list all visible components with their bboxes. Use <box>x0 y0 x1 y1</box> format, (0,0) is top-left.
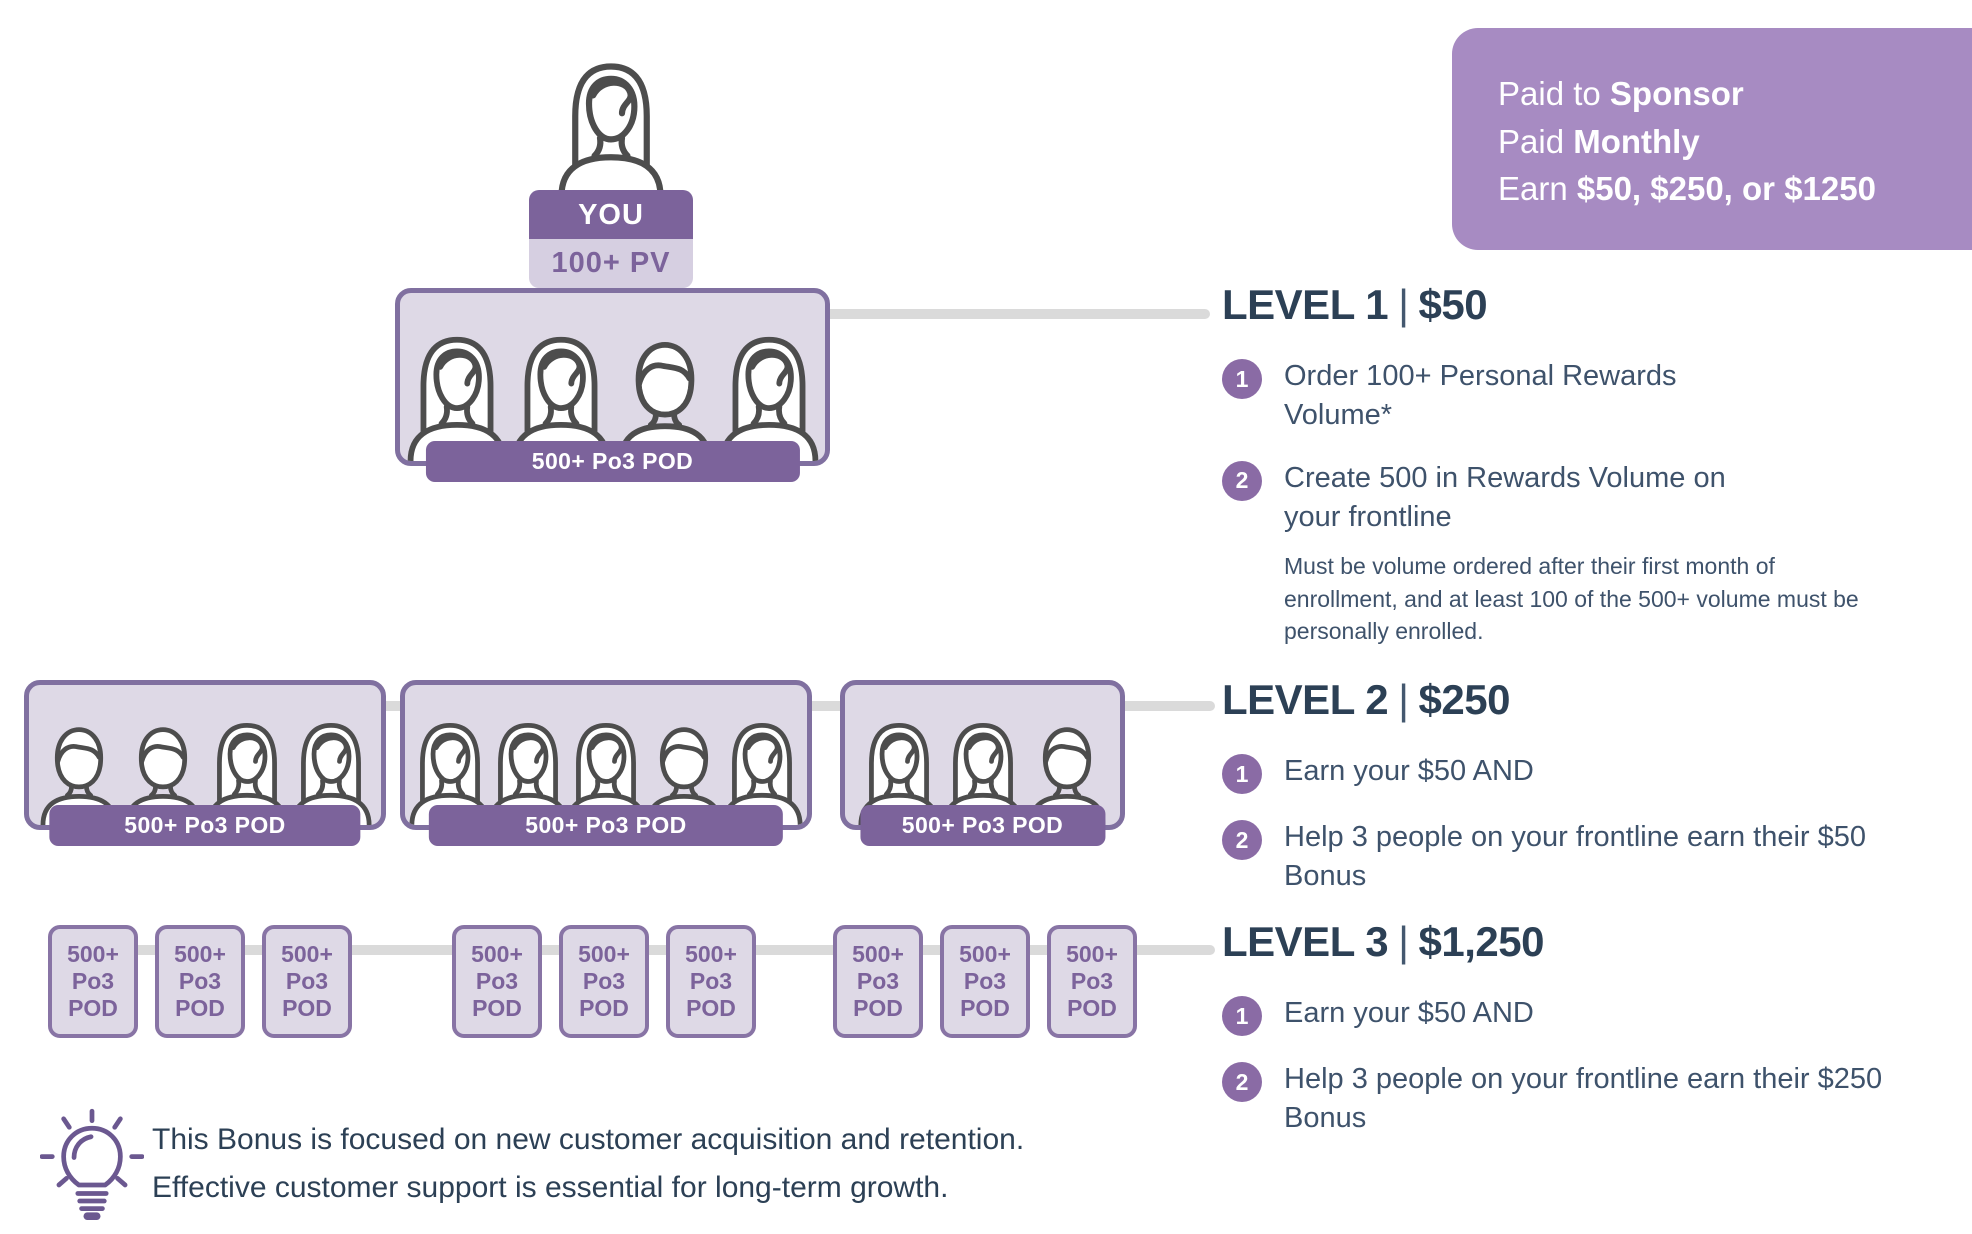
pod-card-label: 500+ Po3 POD <box>1066 940 1118 1022</box>
level-1-pod: 500+ Po3 POD <box>395 288 830 482</box>
pod-card: 500+ Po3 POD <box>48 925 138 1038</box>
level-amount: $50 <box>1418 281 1488 328</box>
you-volume-label: 100+ PV <box>529 239 693 288</box>
step-number-badge: 1 <box>1222 754 1262 794</box>
pod-card-label: 500+ Po3 POD <box>174 940 226 1022</box>
level-3-group-2: 500+ Po3 POD 500+ Po3 POD 500+ Po3 POD <box>452 925 756 1038</box>
banner-text-bold: $50, $250, or $1250 <box>1576 170 1876 208</box>
heading-separator: | <box>1398 281 1409 328</box>
level-2-heading: LEVEL 2 | $250 <box>1222 676 1962 724</box>
level-3-section: LEVEL 3 | $1,250 1 Earn your $50 AND 2 Hel… <box>1222 918 1962 1162</box>
banner-text: Paid to <box>1498 75 1610 112</box>
pod-label: 500+ Po3 POD <box>859 805 1106 846</box>
step-text: Help 3 people on your frontline earn the… <box>1284 821 1866 892</box>
pod-label: 500+ Po3 POD <box>49 805 361 846</box>
you-figure: YOU 100+ PV <box>498 58 724 288</box>
step-text: Earn your $50 AND <box>1284 755 1534 787</box>
pod-card: 500+ Po3 POD <box>833 925 923 1038</box>
banner-line-earn: Earn $50, $250, or $1250 <box>1498 165 1972 213</box>
level-3-step-2: 2 Help 3 people on your frontline earn t… <box>1222 1060 1962 1138</box>
level-1-step-2: 2 Create 500 in Rewards Volume on your f… <box>1222 459 1962 647</box>
level-1-step-1: 1 Order 100+ Personal Rewards Volume* <box>1222 357 1962 435</box>
step-text: Earn your $50 AND <box>1284 997 1534 1029</box>
banner-text: Paid <box>1498 122 1574 160</box>
level-1-pod-people <box>395 288 830 466</box>
pod-card: 500+ Po3 POD <box>559 925 649 1038</box>
pod-card: 500+ Po3 POD <box>1047 925 1137 1038</box>
level-3-heading: LEVEL 3 | $1,250 <box>1222 918 1962 966</box>
pod-card: 500+ Po3 POD <box>262 925 352 1038</box>
level-1-section: LEVEL 1 | $50 1 Order 100+ Personal Reward… <box>1222 281 1962 671</box>
level-name: LEVEL 2 <box>1222 676 1389 723</box>
pod-card-label: 500+ Po3 POD <box>471 940 523 1022</box>
footnote-line-1: This Bonus is focused on new customer ac… <box>152 1123 1025 1156</box>
heading-separator: | <box>1398 918 1409 965</box>
level-1-heading: LEVEL 1 | $50 <box>1222 281 1962 329</box>
level-amount: $1,250 <box>1418 918 1545 965</box>
step-number-badge: 2 <box>1222 460 1262 501</box>
footnote-text: This Bonus is focused on new customer ac… <box>152 1116 1352 1212</box>
level-2-pod-1: 500+ Po3 POD <box>24 680 386 846</box>
pod-card: 500+ Po3 POD <box>155 925 245 1038</box>
step-number-badge: 2 <box>1222 820 1262 860</box>
heading-separator: | <box>1398 676 1409 723</box>
pod-card-label: 500+ Po3 POD <box>67 940 119 1022</box>
pod-card: 500+ Po3 POD <box>940 925 1030 1038</box>
level-1-connector-line <box>822 309 1210 319</box>
pod-card-label: 500+ Po3 POD <box>578 940 630 1022</box>
footnote-line-2: Effective customer support is essential … <box>152 1171 949 1204</box>
banner-line-paid-monthly: Paid Monthly <box>1498 118 1972 166</box>
level-name: LEVEL 1 <box>1222 281 1389 328</box>
pod-label: 500+ Po3 POD <box>425 441 800 482</box>
level-2-pod-2: 500+ Po3 POD <box>400 680 812 846</box>
level-3-connector-line <box>90 945 1215 955</box>
payout-banner: Paid to Sponsor Paid Monthly Earn $50, $… <box>1452 28 1972 250</box>
step-number-badge: 2 <box>1222 1062 1262 1102</box>
level-name: LEVEL 3 <box>1222 918 1389 965</box>
step-number-badge: 1 <box>1222 996 1262 1036</box>
level-amount: $250 <box>1418 676 1511 723</box>
step-text: Help 3 people on your frontline earn the… <box>1284 1063 1883 1134</box>
level-2-step-2: 2 Help 3 people on your frontline earn t… <box>1222 818 1962 896</box>
banner-text: Earn <box>1498 170 1577 208</box>
level-3-group-1: 500+ Po3 POD 500+ Po3 POD 500+ Po3 POD <box>48 925 352 1038</box>
step-text: Create 500 in Rewards Volume on your fro… <box>1284 461 1726 533</box>
pod-card-label: 500+ Po3 POD <box>281 940 333 1022</box>
pod-card: 500+ Po3 POD <box>452 925 542 1038</box>
step-text: Order 100+ Personal Rewards Volume* <box>1284 360 1677 431</box>
level-2-section: LEVEL 2 | $250 1 Earn your $50 AND 2 Help … <box>1222 676 1962 920</box>
banner-text-bold: Sponsor <box>1609 75 1744 112</box>
pod-label: 500+ Po3 POD <box>428 805 784 846</box>
lightbulb-icon <box>40 1108 144 1220</box>
pod-card-label: 500+ Po3 POD <box>852 940 904 1022</box>
level-3-step-1: 1 Earn your $50 AND <box>1222 994 1962 1036</box>
step-number-badge: 1 <box>1222 359 1262 399</box>
step-note: Must be volume ordered after their first… <box>1284 553 1859 644</box>
pod-card-label: 500+ Po3 POD <box>685 940 737 1022</box>
you-label: YOU <box>529 190 693 239</box>
woman-icon <box>545 58 677 196</box>
level-3-group-3: 500+ Po3 POD 500+ Po3 POD 500+ Po3 POD <box>833 925 1137 1038</box>
banner-line-paid-to: Paid to Sponsor <box>1498 70 1972 118</box>
level-2-step-1: 1 Earn your $50 AND <box>1222 752 1962 794</box>
banner-text-bold: Monthly <box>1573 122 1700 160</box>
level-2-pod-3: 500+ Po3 POD <box>840 680 1125 846</box>
pod-card: 500+ Po3 POD <box>666 925 756 1038</box>
pod-card-label: 500+ Po3 POD <box>959 940 1011 1022</box>
